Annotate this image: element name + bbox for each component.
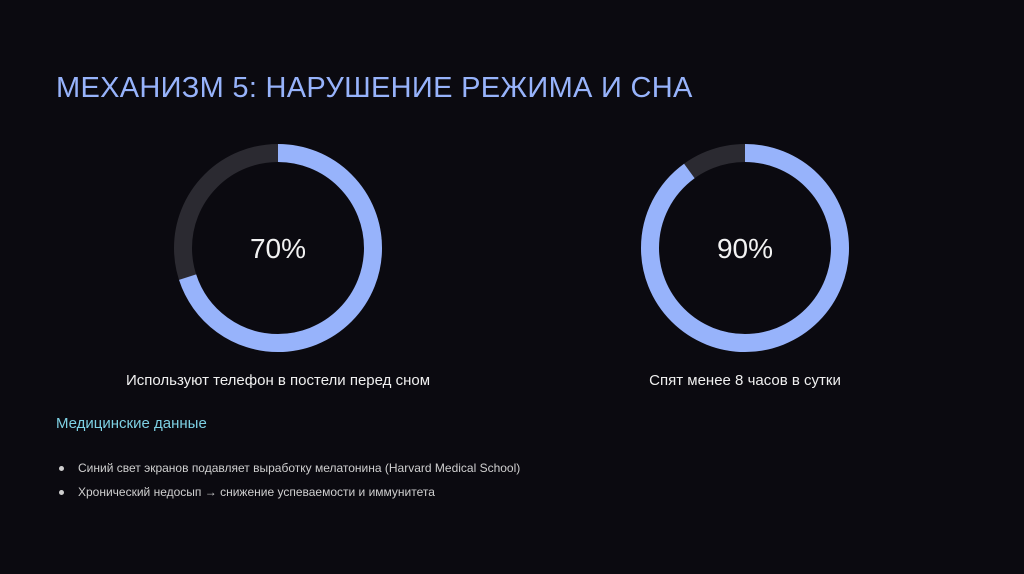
donut-center-label: 90%	[717, 233, 773, 264]
list-item: Синий свет экранов подавляет выработку м…	[56, 460, 520, 484]
bullet-list: Синий свет экранов подавляет выработку м…	[56, 460, 520, 508]
list-item: Хронический недосып → снижение успеваемо…	[56, 484, 520, 508]
donut-chart-svg: 90%	[641, 144, 849, 352]
donut-value-arc	[174, 144, 382, 352]
bullet-text: Хронический недосып → снижение успеваемо…	[78, 485, 435, 499]
donut-center-label: 70%	[250, 233, 306, 264]
section-title: Медицинские данные	[56, 415, 207, 432]
donut-chart-sleep: 90%	[639, 142, 851, 354]
donut-chart-phone-use: 70%	[172, 142, 384, 354]
bullet-icon	[59, 466, 64, 471]
donut-caption-phone-use: Используют телефон в постели перед сном	[125, 372, 431, 389]
slide-title: МЕХАНИЗМ 5: НАРУШЕНИЕ РЕЖИМА И СНА	[56, 72, 693, 104]
donut-chart-svg: 70%	[174, 144, 382, 352]
bullet-text: Синий свет экранов подавляет выработку м…	[78, 461, 521, 475]
donut-caption-sleep: Спят менее 8 часов в сутки	[649, 372, 841, 389]
donut-value-arc	[641, 144, 849, 352]
bullet-icon	[59, 490, 64, 495]
